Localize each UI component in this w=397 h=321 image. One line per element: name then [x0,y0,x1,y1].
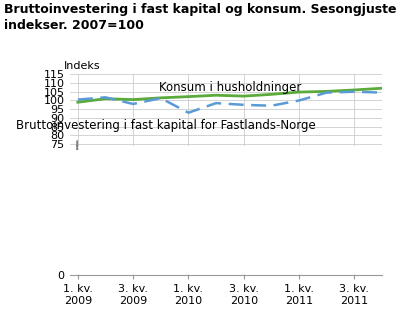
Text: Bruttoinvestering i fast kapital for Fastlands-Norge: Bruttoinvestering i fast kapital for Fas… [16,119,316,132]
Bar [69,146,382,273]
Text: Konsum i husholdninger: Konsum i husholdninger [159,81,301,94]
Text: Indeks: Indeks [64,61,101,71]
Text: Bruttoinvestering i fast kapital og konsum. Sesongjusterte volum-
indekser. 2007: Bruttoinvestering i fast kapital og kons… [4,3,397,32]
